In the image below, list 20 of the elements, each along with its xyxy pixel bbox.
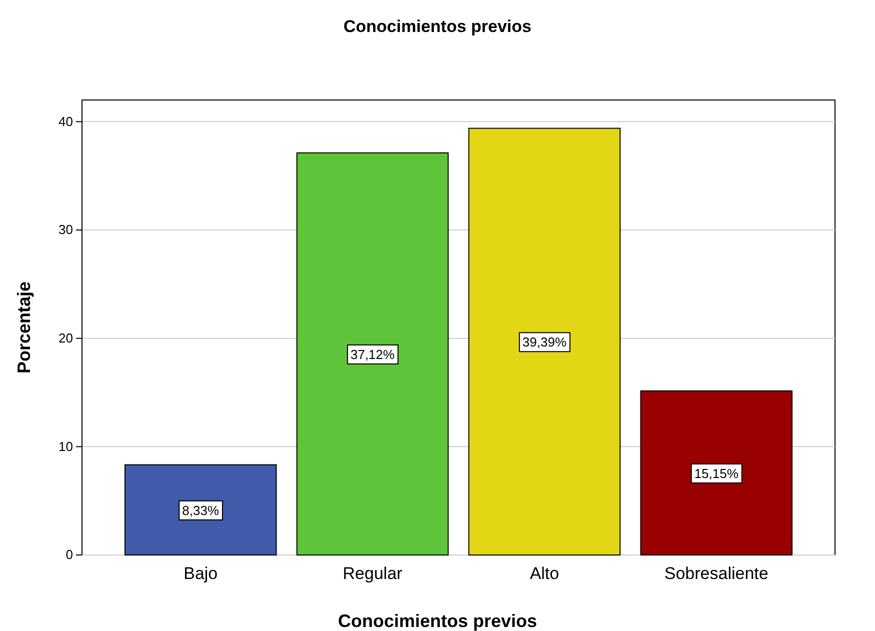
data-label: 8,33%	[182, 502, 220, 518]
bar	[640, 390, 793, 556]
bar	[468, 128, 621, 556]
x-tick-label: Alto	[530, 564, 560, 584]
data-label: 15,15%	[694, 466, 739, 481]
bar	[296, 152, 449, 556]
y-axis-title: Porcentaje	[14, 281, 34, 374]
x-axis-title: Conocimientos previos	[338, 611, 538, 631]
x-tick-label: Bajo	[184, 564, 218, 584]
y-tick-label: 10	[58, 438, 73, 454]
y-tick-label: 40	[58, 114, 73, 129]
data-label: 39,39%	[522, 334, 567, 350]
x-tick-label: Regular	[342, 564, 403, 584]
chart-title: Conocimientos previos	[344, 17, 532, 36]
data-label: 37,12%	[350, 346, 396, 362]
y-tick-label: 30	[58, 222, 73, 238]
y-tick-label: 0	[66, 547, 73, 562]
y-tick-label: 20	[58, 330, 73, 346]
bar	[124, 464, 277, 556]
x-tick-label: Sobresaliente	[664, 564, 768, 584]
